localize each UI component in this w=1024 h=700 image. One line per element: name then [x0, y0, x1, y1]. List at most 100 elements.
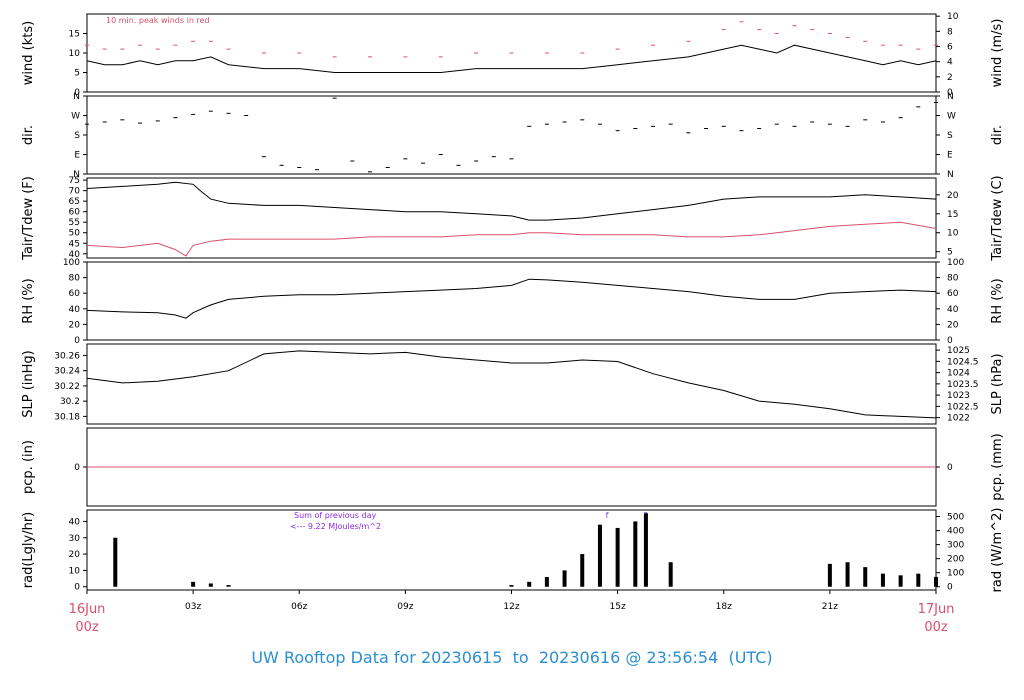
y-axis-title-right: Tair/Tdew (C)	[990, 175, 1005, 261]
series-line-slp	[86, 350, 937, 419]
rad-bar	[898, 575, 903, 587]
y-axis-title-right: dir.	[990, 125, 1005, 145]
rad-bar	[934, 576, 938, 587]
y-axis-title: pcp. (in)	[21, 440, 36, 494]
rad-bar	[113, 537, 118, 587]
rad-bar	[544, 576, 549, 587]
y-tick-label-right: E	[947, 151, 953, 161]
footer-title: UW Rooftop Data for 20230615 to 20230616…	[251, 648, 773, 667]
y-tick-label: 30.24	[54, 367, 80, 377]
y-tick-label-right: 0	[947, 88, 953, 98]
rad-bar	[863, 567, 868, 587]
rad-bar	[845, 562, 850, 587]
y-tick-label-right: 100	[947, 569, 964, 579]
y-tick-label-right: N	[947, 170, 954, 180]
y-tick-label: 20	[69, 320, 81, 330]
x-tick-label-sub: 00z	[924, 620, 948, 635]
x-tick-label: 17Jun	[918, 602, 955, 617]
y-axis-title: RH (%)	[21, 278, 36, 323]
y-tick-label: 0	[74, 336, 80, 346]
y-tick-label-right: 1022	[947, 414, 970, 424]
y-axis-title: wind (kts)	[21, 21, 36, 85]
y-tick-label-right: 0	[947, 336, 953, 346]
x-tick-label: 15z	[610, 602, 626, 612]
rad-bar	[597, 524, 602, 587]
y-tick-label-right: 1022.5	[947, 402, 979, 412]
y-tick-label: 80	[69, 274, 81, 284]
y-tick-label-right: S	[947, 131, 953, 141]
x-tick-label: 12z	[503, 602, 519, 612]
x-tick-label: 06z	[291, 602, 307, 612]
series-line-temp	[86, 221, 937, 257]
rad-bar	[208, 583, 213, 587]
y-tick-label-right: 0	[947, 583, 953, 593]
y-tick-label-right: 500	[947, 513, 964, 523]
y-tick-label: 40	[69, 305, 81, 315]
panel-note-sum: <--- 9.22 MJoules/m^2	[290, 522, 381, 531]
y-tick-label-right: 4	[947, 58, 953, 68]
y-axis-title-right: SLP (hPa)	[990, 353, 1005, 414]
y-tick-label-right: 10	[947, 12, 959, 22]
y-tick-label: 0	[74, 463, 80, 473]
rad-bar	[615, 527, 620, 587]
series-line-rh	[86, 278, 937, 319]
y-axis-title-right: RH (%)	[990, 278, 1005, 323]
y-tick-label: S	[74, 131, 80, 141]
y-tick-label: N	[73, 92, 80, 102]
panel-frame	[86, 343, 937, 425]
y-tick-label-right: 2	[947, 73, 953, 83]
y-axis-title-right: pcp. (mm)	[990, 433, 1005, 500]
y-tick-label-right: 1025	[947, 346, 970, 356]
rad-bar	[509, 585, 514, 587]
series-line-temp	[86, 181, 937, 221]
panel-frame	[86, 95, 937, 175]
y-tick-label: 100	[63, 258, 80, 268]
y-tick-label: 30.26	[54, 351, 80, 361]
rad-bar	[668, 562, 673, 587]
x-tick-label: 21z	[822, 602, 838, 612]
panel-frame	[86, 261, 937, 341]
y-tick-label: 75	[69, 176, 80, 186]
y-tick-label-right: 6	[947, 43, 953, 53]
y-tick-label: 15	[69, 30, 80, 40]
rad-bar	[527, 581, 532, 587]
rad-bar	[880, 573, 885, 587]
panel-frame	[86, 509, 937, 591]
y-tick-label-right: 1024	[947, 369, 970, 379]
y-tick-label-right: 300	[947, 541, 964, 551]
y-tick-label: 0	[74, 88, 80, 98]
rad-bar	[643, 513, 648, 587]
y-tick-label: 70	[69, 187, 81, 197]
x-tick-label: 18z	[716, 602, 732, 612]
y-axis-title: dir.	[21, 125, 36, 145]
y-tick-label: E	[74, 151, 80, 161]
x-tick-label-sub: 00z	[75, 620, 99, 635]
y-axis-title: Tair/Tdew (F)	[21, 176, 36, 261]
panel-note: 10 min. peak winds in red	[106, 16, 210, 25]
y-tick-label-right: 40	[947, 305, 959, 315]
y-tick-label-right: 80	[947, 274, 959, 284]
y-tick-label-right: N	[947, 92, 954, 102]
y-tick-label-right: 100	[947, 258, 964, 268]
y-tick-label-right: 1023.5	[947, 380, 979, 390]
y-tick-label: 30.22	[54, 382, 80, 392]
y-tick-label-right: 5	[947, 248, 953, 258]
y-tick-label: N	[73, 170, 80, 180]
x-tick-label: 09z	[397, 602, 413, 612]
rad-bar	[562, 570, 567, 587]
y-axis-title-right: wind (m/s)	[990, 19, 1005, 88]
y-tick-label: W	[71, 112, 80, 122]
y-tick-label: 5	[74, 69, 80, 79]
y-tick-label: 30.18	[54, 412, 80, 422]
x-tick-label: 16Jun	[69, 602, 106, 617]
y-tick-label-right: 200	[947, 555, 964, 565]
rad-bar	[191, 581, 196, 587]
rad-bar	[916, 573, 921, 587]
y-tick-label: 40	[69, 517, 81, 527]
y-axis-title: SLP (inHg)	[21, 350, 36, 418]
y-tick-label-right: 1024.5	[947, 357, 979, 367]
rad-bar	[580, 554, 585, 587]
y-tick-label-right: 0	[947, 463, 953, 473]
y-tick-label-right: 20	[947, 191, 959, 201]
